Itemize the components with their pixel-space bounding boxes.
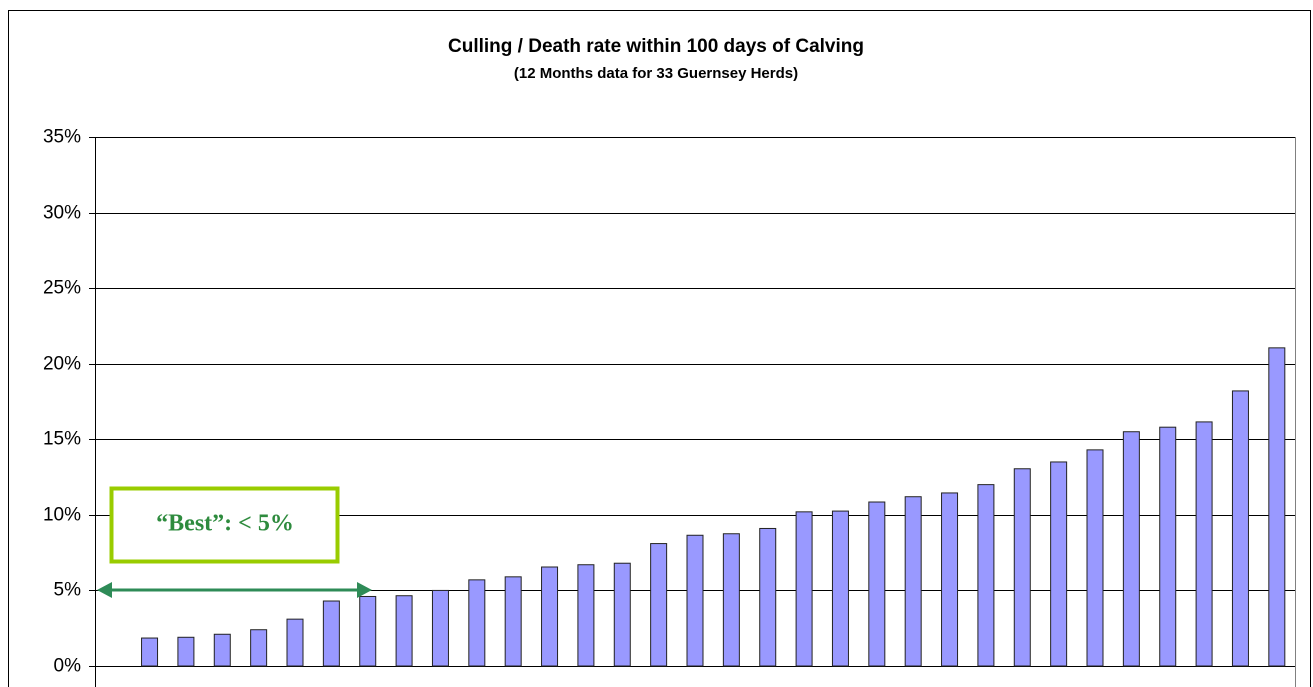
bar xyxy=(941,492,959,667)
chart-subtitle: (12 Months data for 33 Guernsey Herds) xyxy=(514,65,798,82)
bar xyxy=(650,543,668,667)
y-tick-label: 30% xyxy=(43,203,81,224)
bar xyxy=(286,618,304,667)
bar xyxy=(177,636,195,667)
bar xyxy=(1268,347,1286,667)
bar xyxy=(1122,431,1140,667)
range-arrow xyxy=(97,582,372,598)
bar xyxy=(1086,449,1104,667)
bar xyxy=(395,595,413,667)
y-tick-label: 15% xyxy=(43,429,81,450)
y-tick-label: 20% xyxy=(43,354,81,375)
bar xyxy=(831,510,849,667)
annotation-box xyxy=(109,486,340,564)
bar xyxy=(468,579,486,667)
bar xyxy=(1195,421,1213,667)
bar xyxy=(613,562,631,667)
bar xyxy=(1159,426,1177,667)
chart-title: Culling / Death rate within 100 days of … xyxy=(448,36,864,57)
bar xyxy=(504,576,522,667)
plot-area: 0% 5% 10% 15% 20% 25% 30% 35% xyxy=(43,127,1296,687)
bar xyxy=(431,589,449,667)
bar xyxy=(359,595,377,667)
bar xyxy=(904,496,922,667)
y-tick-label: 35% xyxy=(43,127,81,148)
bar xyxy=(322,600,340,667)
y-tick-label: 0% xyxy=(54,656,82,677)
bar xyxy=(141,637,159,667)
bar xyxy=(722,533,740,667)
annotation: “Best”: < 5% xyxy=(156,511,294,537)
y-tick-label: 10% xyxy=(43,505,81,526)
bar xyxy=(1050,461,1068,667)
bar xyxy=(795,511,813,667)
bar xyxy=(686,534,704,667)
bar xyxy=(1013,468,1031,667)
bar xyxy=(977,484,995,667)
y-tick-label: 5% xyxy=(54,580,82,601)
bar xyxy=(250,629,268,667)
y-tick-label: 25% xyxy=(43,278,81,299)
bar xyxy=(541,566,559,667)
bar xyxy=(868,501,886,667)
bar xyxy=(213,633,231,667)
bar xyxy=(759,527,777,667)
bar xyxy=(1231,390,1249,667)
bar xyxy=(577,564,595,667)
